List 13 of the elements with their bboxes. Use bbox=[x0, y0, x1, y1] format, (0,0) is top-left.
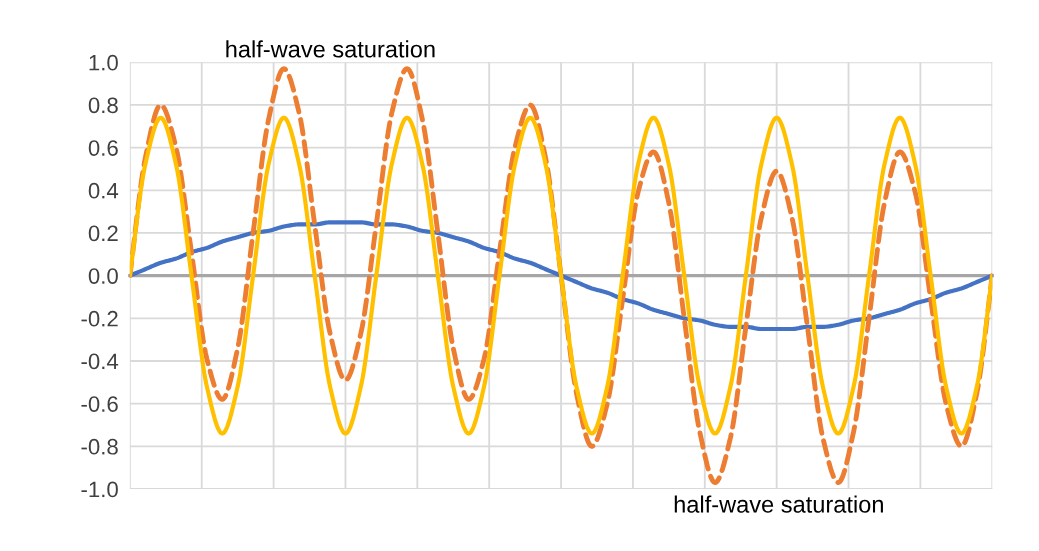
y-tick-label: -0.4 bbox=[81, 353, 119, 370]
text: half-wave saturation bbox=[226, 40, 435, 58]
y-tick-label: 0.2 bbox=[88, 225, 118, 242]
y-tick-label: 1.0 bbox=[89, 54, 118, 71]
y-tick-label: 0.6 bbox=[88, 140, 118, 156]
y-tick-label: 0.0 bbox=[88, 268, 118, 284]
y-tick-label: 0.4 bbox=[88, 182, 119, 199]
y-tick-label: -0.6 bbox=[81, 396, 118, 412]
y-tick-label: -0.2 bbox=[81, 310, 118, 327]
y-tick-label: -0.8 bbox=[81, 438, 118, 455]
y-tick-label: -1.0 bbox=[81, 481, 118, 498]
y-tick-label: 0.8 bbox=[88, 97, 118, 114]
text: half-wave saturation bbox=[674, 495, 883, 513]
